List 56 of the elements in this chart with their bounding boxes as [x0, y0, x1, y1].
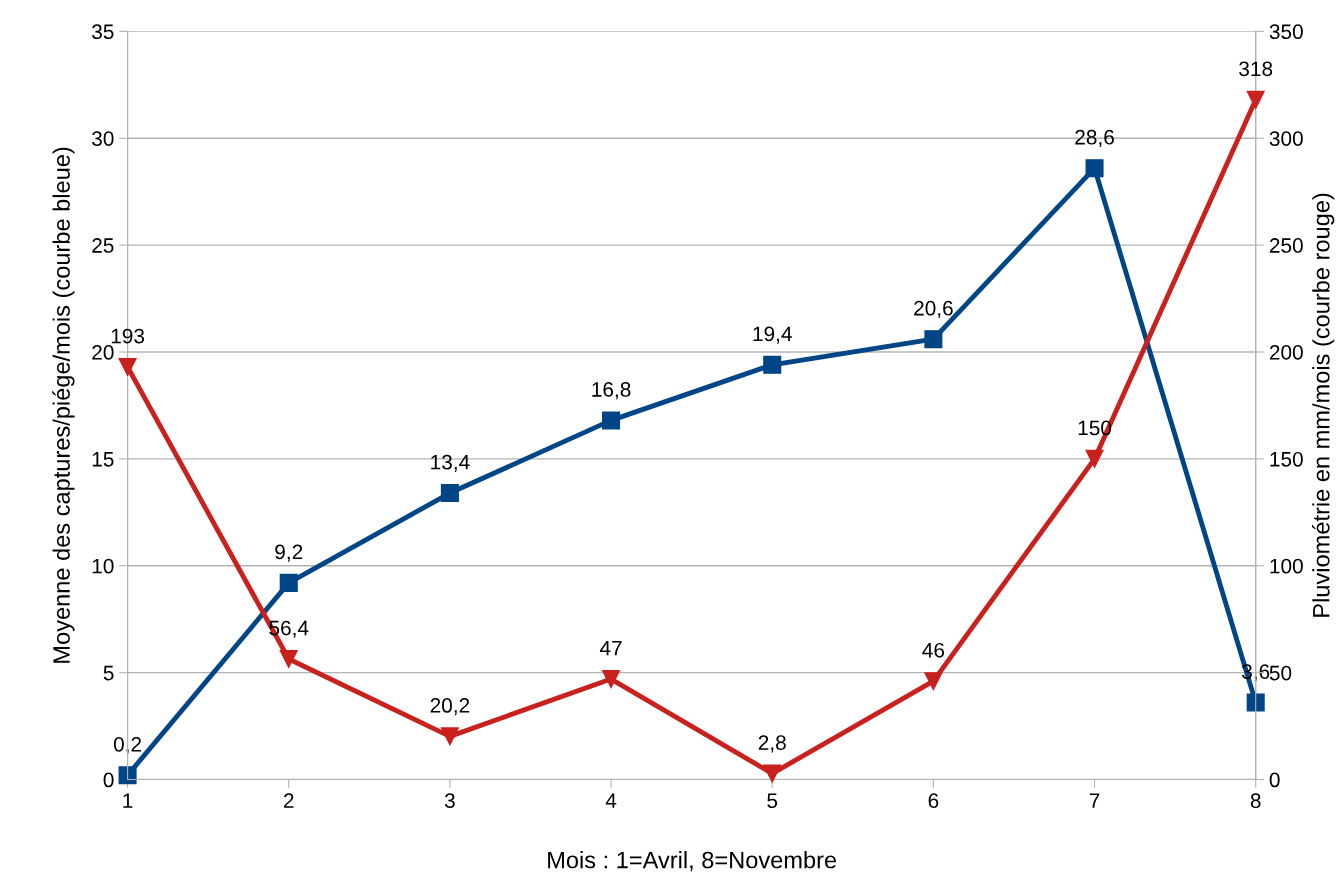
- y-tick-label: 25: [92, 238, 114, 253]
- y2-tick-label: 100: [1270, 558, 1303, 574]
- point: [279, 649, 298, 668]
- point: [1085, 449, 1104, 468]
- point: [1246, 693, 1265, 712]
- y2-tick-label: 0: [1269, 772, 1280, 788]
- x-tick-label: 4: [605, 793, 617, 808]
- x-tick-label: 1: [123, 793, 133, 808]
- data-label: 318: [1239, 61, 1273, 77]
- point: [924, 672, 943, 691]
- y-tick-label: 35: [92, 24, 114, 40]
- point: [440, 484, 459, 503]
- data-label: 47: [599, 640, 622, 656]
- data-label: 9,2: [275, 544, 303, 562]
- x-tick-label: 3: [444, 793, 455, 809]
- y2-tick-label: 250: [1269, 238, 1303, 253]
- point: [763, 355, 782, 374]
- x-tick-label: 7: [1089, 793, 1100, 808]
- x-tick-label: 6: [928, 793, 939, 809]
- data-label: 19,4: [753, 326, 792, 344]
- data-label: 193: [111, 328, 145, 344]
- data-label: 46: [922, 642, 945, 658]
- y-tick-label: 10: [92, 558, 114, 574]
- point: [1246, 90, 1265, 109]
- point: [279, 573, 298, 592]
- point: [118, 357, 137, 376]
- data-label: 13,4: [431, 454, 470, 472]
- data-label: 16,8: [592, 382, 631, 400]
- data-label: 0,2: [113, 736, 142, 755]
- x-tick-label: 2: [284, 793, 294, 808]
- data-label: 2,8: [758, 735, 786, 753]
- y2-tick-label: 50: [1269, 665, 1292, 681]
- data-label: 20,2: [430, 698, 470, 716]
- y-tick-label: 30: [92, 131, 114, 146]
- data-label: 20,6: [914, 300, 953, 319]
- point: [602, 411, 621, 430]
- y-tick-label: 0: [103, 772, 114, 788]
- x-tick-label: 5: [767, 793, 778, 809]
- point: [763, 764, 782, 783]
- point: [924, 330, 943, 349]
- x-tick-label: 8: [1250, 793, 1261, 809]
- point: [440, 727, 459, 746]
- y2-tick-label: 200: [1269, 345, 1303, 360]
- y2-tick-label: 150: [1270, 451, 1303, 467]
- y-tick-label: 20: [92, 345, 114, 360]
- y2-tick-label: 300: [1269, 131, 1303, 146]
- y-axis-title: Moyenne des captures/piége/mois (courbe bleue): [52, 147, 75, 663]
- point: [118, 766, 137, 785]
- x-axis-title: Mois : 1=Avril, 8=Novembre: [548, 851, 837, 872]
- data-label: 28,6: [1075, 129, 1114, 148]
- point: [1085, 159, 1104, 178]
- y-tick-label: 5: [103, 665, 114, 681]
- point: [602, 670, 621, 689]
- y2-tick-label: 350: [1269, 24, 1303, 40]
- y2-axis-title: Pluviométrie en mm/mois (courbe rouge): [1311, 193, 1335, 617]
- y-tick-label: 15: [92, 452, 114, 467]
